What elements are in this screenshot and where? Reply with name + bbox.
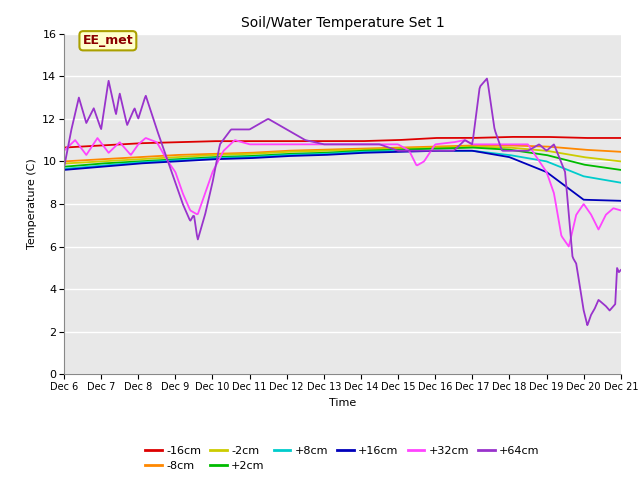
-8cm [617,149,625,155]
-16cm [506,134,514,140]
Line: +64cm: +64cm [64,79,621,325]
+16cm [388,149,396,155]
+2cm [480,145,488,151]
-16cm [204,138,211,144]
+8cm [312,151,320,157]
+8cm [433,148,440,154]
+16cm [480,150,488,156]
-8cm [469,143,477,148]
+64cm [584,322,591,328]
+8cm [395,148,403,154]
X-axis label: Time: Time [329,397,356,408]
+32cm [60,148,68,154]
+32cm [142,135,150,141]
-16cm [388,137,396,143]
+8cm [204,156,211,161]
-2cm [204,153,211,158]
-16cm [617,135,625,141]
-2cm [312,148,320,154]
+2cm [432,146,440,152]
Title: Soil/Water Temperature Set 1: Soil/Water Temperature Set 1 [241,16,444,30]
-16cm [159,140,166,145]
Line: -8cm: -8cm [64,145,621,161]
Line: -16cm: -16cm [64,137,621,147]
+32cm [480,142,488,147]
+2cm [312,150,320,156]
Y-axis label: Temperature (C): Temperature (C) [27,158,36,250]
+32cm [617,207,625,213]
+32cm [313,142,321,147]
-2cm [468,144,476,149]
Text: EE_met: EE_met [83,34,133,47]
+8cm [159,158,166,164]
+32cm [565,243,573,249]
Line: +16cm: +16cm [64,151,621,201]
-8cm [432,144,440,149]
Line: -2cm: -2cm [64,146,621,164]
+32cm [389,142,397,147]
Line: +32cm: +32cm [64,138,621,246]
-8cm [312,147,320,153]
-16cm [479,135,487,141]
-16cm [312,138,320,144]
-2cm [159,155,166,161]
+64cm [159,143,166,149]
-16cm [432,135,440,141]
+32cm [433,141,440,147]
+16cm [312,152,320,158]
-16cm [60,144,68,150]
+64cm [388,146,396,152]
+2cm [388,147,396,153]
+32cm [204,182,212,188]
+2cm [204,155,211,160]
+2cm [468,144,476,150]
-8cm [60,158,68,164]
+16cm [432,148,440,154]
+2cm [60,164,68,169]
-8cm [388,145,396,151]
+64cm [60,165,68,171]
+64cm [483,76,491,82]
+16cm [433,148,440,154]
+64cm [204,203,211,208]
Line: +2cm: +2cm [64,147,621,170]
+16cm [617,198,625,204]
+64cm [617,267,625,273]
-2cm [617,158,625,164]
+8cm [480,149,488,155]
+2cm [617,167,625,173]
-2cm [432,144,440,150]
-8cm [159,153,166,158]
-2cm [60,161,68,167]
+16cm [204,156,211,162]
-2cm [388,146,396,152]
-8cm [204,151,211,157]
+8cm [60,166,68,172]
-2cm [480,144,488,150]
+8cm [388,148,396,154]
+32cm [159,151,167,156]
+16cm [60,167,68,173]
Legend: -16cm, -8cm, -2cm, +2cm, +8cm, +16cm, +32cm, +64cm: -16cm, -8cm, -2cm, +2cm, +8cm, +16cm, +3… [141,441,544,476]
+16cm [159,159,166,165]
Line: +8cm: +8cm [64,151,621,183]
+64cm [432,148,440,154]
+8cm [617,180,625,186]
+64cm [479,80,487,86]
-8cm [480,143,488,148]
+2cm [159,157,166,163]
+64cm [312,140,320,145]
